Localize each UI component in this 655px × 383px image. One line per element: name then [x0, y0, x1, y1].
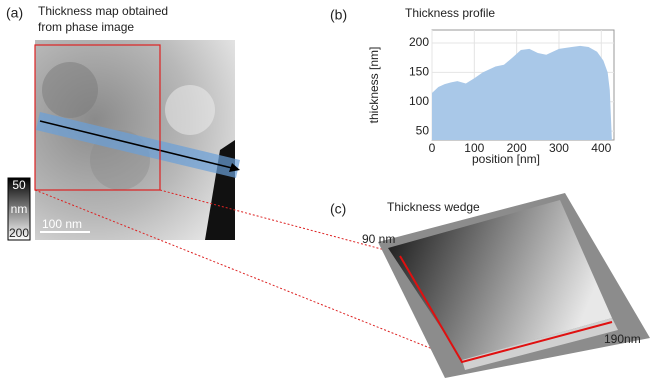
wedge-label: 90 nm — [362, 232, 395, 246]
y-tick-label: 50 — [416, 123, 430, 137]
connector — [159, 189, 401, 255]
plot: 50 100 150 200 0 100 200 300 400 — [409, 29, 615, 155]
y-tick-label: 100 — [409, 94, 429, 108]
colorbar — [7, 177, 31, 241]
colorbar-label: 200 — [9, 226, 29, 240]
panel-title: from phase image — [38, 20, 134, 34]
panel-label: (b) — [330, 7, 347, 23]
x-tick-label: 100 — [464, 141, 484, 155]
colorbar-label: nm — [11, 202, 28, 216]
panel-title: Thickness map obtained — [38, 4, 168, 18]
panel-title: Thickness wedge — [387, 200, 480, 214]
area — [432, 45, 612, 140]
connector — [34, 189, 461, 361]
x-tick-label: 400 — [591, 141, 611, 155]
panel-label: (c) — [330, 201, 346, 217]
panel-label: (a) — [6, 5, 23, 21]
y-tick-label: 200 — [409, 35, 429, 49]
chart-title: Thickness profile — [405, 6, 495, 20]
thickness-map — [34, 40, 240, 240]
scalebar-label: 100 nm — [42, 217, 82, 231]
x-tick-label: 0 — [429, 141, 436, 155]
wedge-label: 190nm — [604, 332, 641, 346]
wedge — [378, 193, 650, 378]
x-tick-label: 200 — [507, 141, 527, 155]
x-axis-label: position [nm] — [472, 152, 540, 166]
y-tick-label: 150 — [409, 65, 429, 79]
colorbar-label: 50 — [12, 178, 26, 192]
x-tick-label: 300 — [549, 141, 569, 155]
y-axis-label: thickness [nm] — [367, 47, 381, 124]
